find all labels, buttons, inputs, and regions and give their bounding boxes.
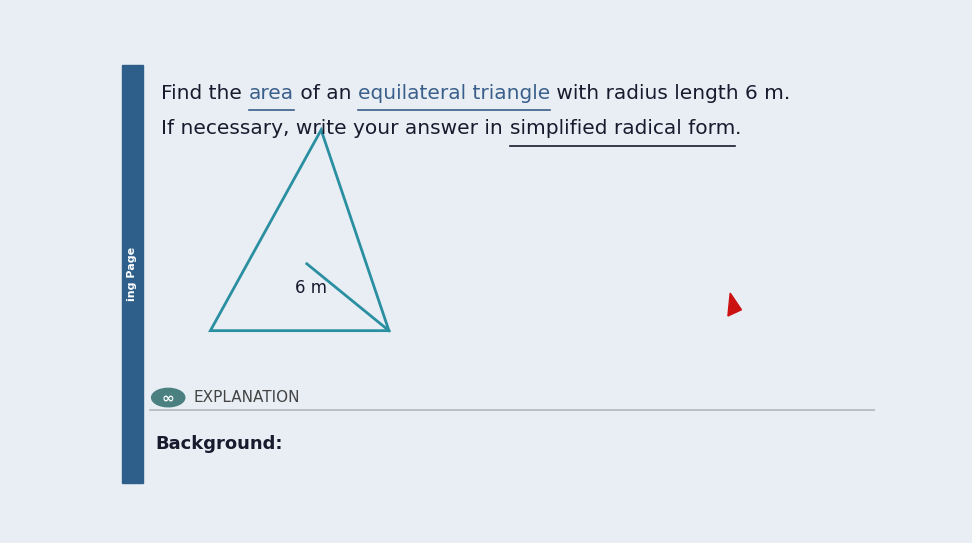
Text: If necessary, write your answer in: If necessary, write your answer in [161,119,509,138]
Polygon shape [728,293,742,316]
Text: EXPLANATION: EXPLANATION [193,390,299,405]
Text: Find the: Find the [161,84,249,103]
Text: Background:: Background: [156,434,283,452]
Text: with radius length 6 m.: with radius length 6 m. [550,84,790,103]
Circle shape [152,388,185,407]
Text: ing Page: ing Page [127,247,137,301]
Text: 6 m: 6 m [295,279,327,297]
Bar [122,65,143,483]
Text: simplified radical form: simplified radical form [509,119,735,138]
Text: .: . [735,119,742,138]
Text: area: area [249,84,294,103]
Text: equilateral triangle: equilateral triangle [358,84,550,103]
Text: of an: of an [294,84,358,103]
Text: ∞: ∞ [161,390,175,405]
